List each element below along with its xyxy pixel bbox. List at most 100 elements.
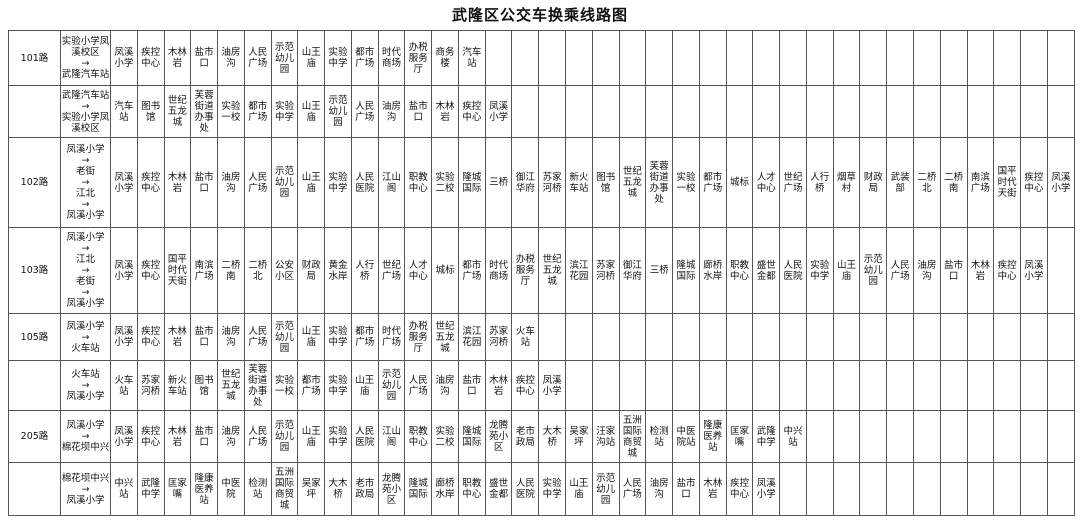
stop-name: 江山阁 bbox=[382, 171, 402, 194]
empty-cell bbox=[1046, 227, 1076, 314]
stop-cell: 匡家嘴 bbox=[725, 410, 754, 463]
stop-name: 实验中学 bbox=[810, 259, 830, 282]
empty-cell bbox=[966, 313, 995, 361]
stop-cell: 廊桥水岸 bbox=[698, 227, 727, 314]
stop-name: 凤溪小学 bbox=[114, 47, 134, 69]
stop-name: 凤溪小学 bbox=[114, 171, 134, 194]
stop-name: 木林岩 bbox=[703, 478, 723, 500]
stop-cell: 三桥 bbox=[645, 227, 674, 314]
stop-name: 凤溪小学 bbox=[542, 374, 562, 397]
stop-cell: 盐市口 bbox=[939, 227, 968, 314]
route-row: 火车站 → 凤溪小学 火车站 苏家河桥 新火车站 图书馆 世纪五龙城 芙蓉街道办事处 实验一校 都市… bbox=[8, 360, 1076, 411]
stop-cell: 苏家河桥 bbox=[136, 360, 165, 411]
stop-name: 油房沟 bbox=[221, 425, 241, 448]
stop-cell: 芙蓉街道办事处 bbox=[243, 360, 272, 411]
stop-name: 国平时代天街 bbox=[167, 254, 187, 287]
stop-name: 新火车站 bbox=[569, 171, 589, 194]
direction-stop: 老街 bbox=[75, 166, 95, 177]
stop-cell: 办税服务厅 bbox=[404, 30, 433, 86]
stop-name: 人民广场 bbox=[248, 47, 268, 69]
stop-cell: 凤溪小学 bbox=[752, 462, 781, 516]
empty-cell bbox=[725, 360, 754, 411]
stop-name: 凤溪小学 bbox=[114, 425, 134, 448]
stop-cell: 职教中心 bbox=[404, 410, 433, 463]
stop-name: 疾控中心 bbox=[1024, 171, 1044, 194]
stop-name: 世纪五龙城 bbox=[221, 369, 241, 402]
stop-name: 盐市口 bbox=[944, 259, 964, 282]
arrow-icon: → bbox=[81, 483, 90, 495]
empty-cell bbox=[993, 410, 1022, 463]
stop-cell: 匡家嘴 bbox=[163, 462, 192, 516]
stop-cell: 实验中学 bbox=[324, 410, 352, 463]
empty-cell bbox=[645, 313, 674, 361]
stop-cell: 人民广场 bbox=[243, 410, 272, 463]
empty-cell bbox=[698, 360, 727, 411]
stop-cell: 人民医院 bbox=[350, 137, 379, 228]
empty-cell bbox=[752, 360, 781, 411]
route-row: 205路 凤溪小学 → 棉花坝中兴 凤溪小学 疾控中心 木林岩 盐市口 油房沟 人民广场 示范幼儿园… bbox=[8, 410, 1076, 463]
stop-name: 木林岩 bbox=[167, 326, 187, 348]
stop-name: 示范幼儿园 bbox=[274, 41, 294, 75]
stop-name: 芙蓉街道办事处 bbox=[248, 363, 268, 408]
route-direction: 凤溪小学 → 棉花坝中兴 bbox=[60, 410, 111, 463]
empty-cell bbox=[939, 462, 968, 516]
stop-cell: 示范幼儿园 bbox=[324, 85, 352, 138]
stop-cell: 凤溪小学 bbox=[484, 85, 513, 138]
empty-cell bbox=[1046, 313, 1076, 361]
direction-stop: 棉花坝中兴 bbox=[61, 442, 110, 453]
stop-name: 二桥南 bbox=[944, 171, 964, 194]
stop-name: 人民广场 bbox=[622, 478, 642, 500]
stop-cell: 职教中心 bbox=[725, 227, 754, 314]
empty-cell bbox=[805, 462, 834, 516]
stop-cell: 财政局 bbox=[859, 137, 888, 228]
stop-cell: 世纪五龙城 bbox=[163, 85, 192, 138]
direction-stop: 江北 bbox=[75, 188, 95, 199]
stop-cell: 盐市口 bbox=[190, 313, 219, 361]
empty-cell bbox=[725, 85, 754, 138]
stop-name: 苏家河桥 bbox=[141, 374, 161, 397]
stop-name: 示范幼儿园 bbox=[596, 472, 616, 506]
stop-name: 人民广场 bbox=[408, 374, 428, 397]
stop-name: 办税服务厅 bbox=[515, 254, 535, 287]
stop-cell: 人民医院 bbox=[350, 410, 379, 463]
stop-cell: 隆康医养站 bbox=[698, 410, 727, 463]
empty-cell bbox=[618, 85, 647, 138]
stop-name: 芙蓉街道办事处 bbox=[194, 89, 214, 134]
stop-name: 检测站 bbox=[248, 478, 268, 500]
stop-cell: 木林岩 bbox=[431, 85, 459, 138]
stop-cell: 火车站 bbox=[511, 313, 540, 361]
stop-cell: 二桥南 bbox=[217, 227, 245, 314]
stop-name: 凤溪小学 bbox=[489, 100, 509, 123]
empty-cell bbox=[591, 85, 620, 138]
empty-cell bbox=[1020, 360, 1048, 411]
empty-cell bbox=[672, 30, 700, 86]
stop-cell: 滨江花园 bbox=[565, 227, 593, 314]
empty-cell bbox=[805, 30, 834, 86]
stop-cell: 中兴站 bbox=[110, 462, 138, 516]
stop-name: 滨江花园 bbox=[569, 259, 589, 282]
direction-stop: 实验小学凤溪校区 bbox=[61, 111, 110, 134]
empty-cell bbox=[859, 85, 888, 138]
stop-name: 油房沟 bbox=[649, 478, 669, 500]
stop-cell: 隆城国际 bbox=[672, 227, 700, 314]
stop-cell: 山王庙 bbox=[565, 462, 593, 516]
stop-cell: 示范幼儿园 bbox=[270, 137, 299, 228]
stop-name: 廊桥水岸 bbox=[435, 478, 455, 500]
direction-stop: 凤溪小学 bbox=[66, 144, 105, 155]
stop-name: 盐市口 bbox=[194, 47, 214, 69]
stop-cell: 木林岩 bbox=[163, 313, 192, 361]
direction-stop: 凤溪小学 bbox=[66, 420, 105, 431]
empty-cell bbox=[672, 313, 700, 361]
stop-name: 二桥北 bbox=[248, 259, 268, 282]
stop-name: 隆康医养站 bbox=[194, 472, 214, 506]
empty-cell bbox=[698, 313, 727, 361]
empty-cell bbox=[752, 30, 781, 86]
direction-stop: 武隆汽车站 bbox=[61, 69, 110, 80]
stop-name: 凤溪小学 bbox=[114, 326, 134, 348]
empty-cell bbox=[912, 360, 941, 411]
route-direction: 棉花坝中兴 → 凤溪小学 bbox=[60, 462, 111, 516]
stop-name: 御江华府 bbox=[622, 259, 642, 282]
stop-cell: 商务楼 bbox=[431, 30, 459, 86]
empty-cell bbox=[538, 313, 567, 361]
stop-cell: 木林岩 bbox=[698, 462, 727, 516]
